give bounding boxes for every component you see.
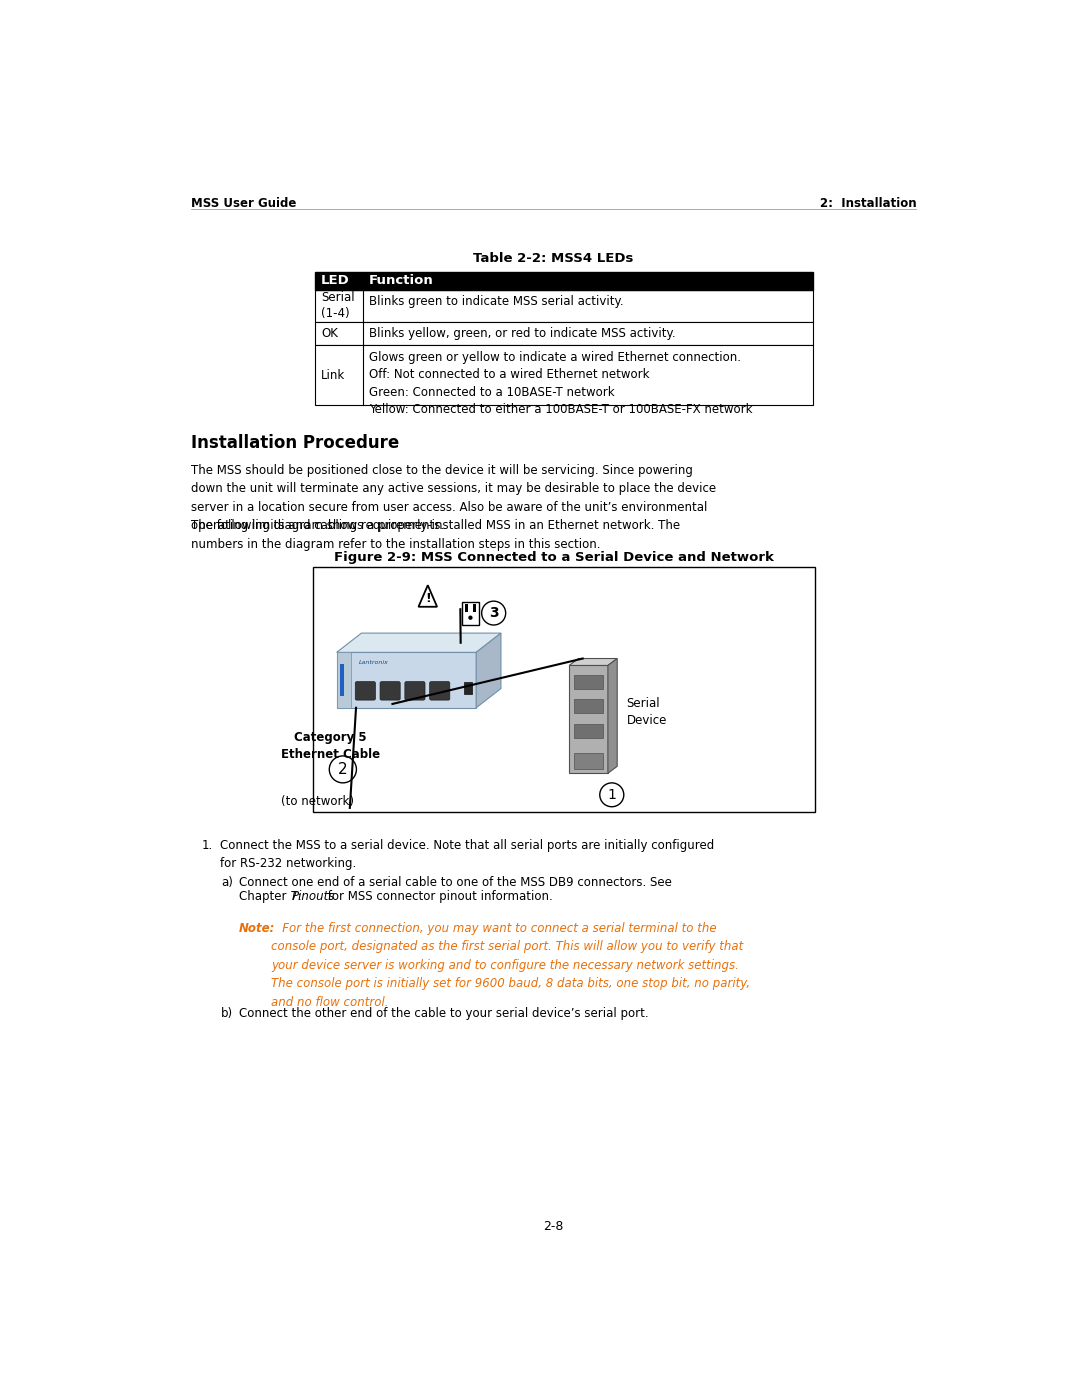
Text: 3: 3 bbox=[489, 606, 499, 620]
Circle shape bbox=[469, 616, 473, 620]
Polygon shape bbox=[337, 652, 351, 708]
Bar bbox=[315, 323, 813, 345]
Polygon shape bbox=[608, 658, 617, 774]
Polygon shape bbox=[569, 658, 617, 665]
Bar bbox=[573, 753, 604, 768]
Text: 1: 1 bbox=[607, 788, 617, 802]
Text: The following diagram shows a properly-installed MSS in an Ethernet network. The: The following diagram shows a properly-i… bbox=[191, 520, 680, 550]
Text: Installation Procedure: Installation Procedure bbox=[191, 434, 399, 453]
Bar bbox=[569, 665, 608, 774]
Polygon shape bbox=[337, 652, 476, 708]
Text: The MSS should be positioned close to the device it will be servicing. Since pow: The MSS should be positioned close to th… bbox=[191, 464, 716, 532]
Text: 2:  Installation: 2: Installation bbox=[820, 197, 916, 210]
Circle shape bbox=[329, 756, 356, 782]
Circle shape bbox=[482, 601, 505, 624]
Bar bbox=[463, 682, 472, 694]
Text: 2-8: 2-8 bbox=[543, 1220, 564, 1234]
Polygon shape bbox=[476, 633, 501, 708]
Text: Glows green or yellow to indicate a wired Ethernet connection.
Off: Not connecte: Glows green or yellow to indicate a wire… bbox=[369, 351, 753, 416]
Text: Blinks green to indicate MSS serial activity.: Blinks green to indicate MSS serial acti… bbox=[369, 295, 624, 309]
Bar bbox=[573, 724, 604, 738]
Text: Lantronix: Lantronix bbox=[359, 659, 388, 665]
Bar bbox=[473, 604, 475, 612]
FancyBboxPatch shape bbox=[355, 682, 376, 700]
Bar bbox=[315, 271, 813, 289]
Text: LED: LED bbox=[321, 274, 350, 288]
Text: Note:: Note: bbox=[239, 922, 275, 935]
Text: a): a) bbox=[221, 876, 233, 888]
Text: OK: OK bbox=[321, 327, 338, 339]
Bar bbox=[573, 675, 604, 689]
Text: Serial
(1-4): Serial (1-4) bbox=[321, 292, 354, 320]
Bar bbox=[340, 664, 345, 696]
Text: 2: 2 bbox=[338, 761, 348, 777]
Text: (to network): (to network) bbox=[281, 795, 354, 807]
Bar bbox=[315, 345, 813, 405]
Text: Device: Device bbox=[626, 714, 666, 726]
Text: Connect one end of a serial cable to one of the MSS DB9 connectors. See: Connect one end of a serial cable to one… bbox=[239, 876, 672, 888]
Bar bbox=[462, 602, 478, 624]
Text: Connect the MSS to a serial device. Note that all serial ports are initially con: Connect the MSS to a serial device. Note… bbox=[220, 838, 715, 870]
Polygon shape bbox=[337, 633, 501, 652]
Polygon shape bbox=[418, 585, 437, 606]
Text: Function: Function bbox=[369, 274, 434, 288]
Text: Blinks yellow, green, or red to indicate MSS activity.: Blinks yellow, green, or red to indicate… bbox=[369, 327, 676, 341]
Text: Ethernet Cable: Ethernet Cable bbox=[281, 747, 380, 761]
Text: Category 5: Category 5 bbox=[294, 731, 367, 743]
Text: Pinouts: Pinouts bbox=[292, 890, 335, 902]
Bar bbox=[465, 604, 468, 612]
Bar bbox=[313, 567, 814, 812]
Text: Table 2-2: MSS4 LEDs: Table 2-2: MSS4 LEDs bbox=[473, 253, 634, 265]
Text: 1.: 1. bbox=[201, 838, 213, 852]
Text: b): b) bbox=[221, 1007, 233, 1020]
Text: Chapter 7:: Chapter 7: bbox=[239, 890, 301, 902]
Text: MSS User Guide: MSS User Guide bbox=[191, 197, 296, 210]
Bar bbox=[315, 289, 813, 323]
FancyBboxPatch shape bbox=[405, 682, 426, 700]
Text: Figure 2-9: MSS Connected to a Serial Device and Network: Figure 2-9: MSS Connected to a Serial De… bbox=[334, 552, 773, 564]
Text: !: ! bbox=[424, 592, 431, 605]
Text: Serial: Serial bbox=[626, 697, 660, 710]
Text: For the first connection, you may want to connect a serial terminal to the
conso: For the first connection, you may want t… bbox=[271, 922, 751, 1009]
Bar bbox=[573, 700, 604, 714]
FancyBboxPatch shape bbox=[430, 682, 449, 700]
FancyBboxPatch shape bbox=[380, 682, 401, 700]
Circle shape bbox=[599, 782, 624, 806]
Text: Connect the other end of the cable to your serial device’s serial port.: Connect the other end of the cable to yo… bbox=[239, 1007, 648, 1020]
Text: for MSS connector pinout information.: for MSS connector pinout information. bbox=[324, 890, 553, 902]
Text: Link: Link bbox=[321, 369, 346, 381]
